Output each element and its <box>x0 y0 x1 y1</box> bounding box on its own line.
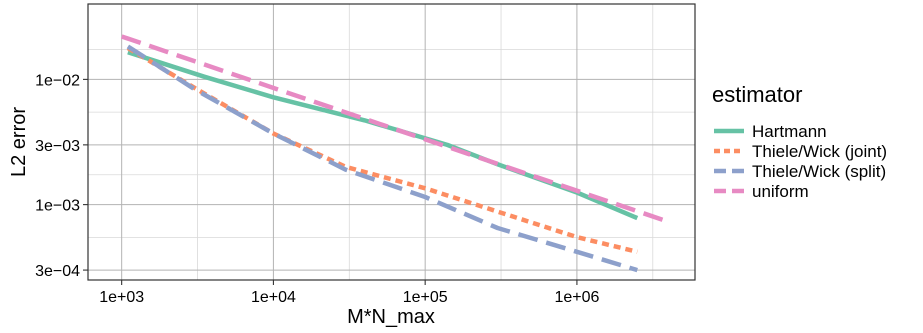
minor-gridlines <box>88 4 695 280</box>
plot-panel <box>88 4 695 280</box>
x-tick-label: 1e+06 <box>554 289 599 306</box>
series-line-thiele-wick-joint <box>126 46 638 254</box>
y-tick-label: 3e−03 <box>35 138 80 155</box>
plot-border <box>87 3 696 281</box>
legend-title: estimator <box>712 82 802 107</box>
series-line-uniform <box>120 34 670 224</box>
y-axis-title: L2 error <box>8 107 30 177</box>
series-line-thiele-wick-split <box>126 44 638 273</box>
x-tick-label: 1e+03 <box>99 289 144 306</box>
legend-label: Thiele/Wick (joint) <box>752 142 887 161</box>
series-lines <box>120 34 670 273</box>
x-tick-label: 1e+05 <box>403 289 448 306</box>
major-gridlines <box>88 4 695 280</box>
y-tick-label: 1e−03 <box>35 198 80 215</box>
legend-label: uniform <box>752 182 809 201</box>
x-axis-title: M*N_max <box>347 306 435 328</box>
legend-label: Hartmann <box>752 122 827 141</box>
y-tick-label: 1e−02 <box>35 72 80 89</box>
y-axis-ticks: 3e−04 1e−03 3e−03 1e−02 <box>35 72 88 280</box>
x-tick-label: 1e+04 <box>251 289 296 306</box>
y-tick-label: 3e−04 <box>35 263 80 280</box>
x-axis-ticks: 1e+03 1e+04 1e+05 1e+06 <box>99 280 599 306</box>
legend-label: Thiele/Wick (split) <box>752 162 886 181</box>
